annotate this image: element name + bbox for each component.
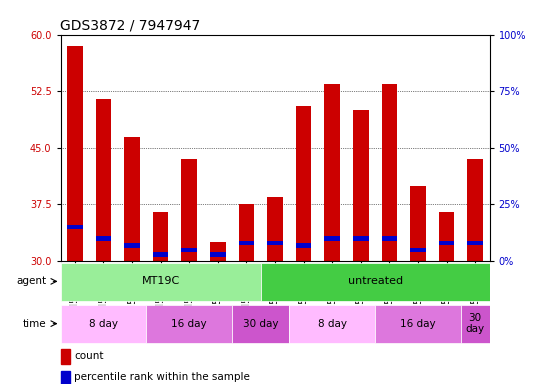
- Bar: [153, 212, 168, 261]
- Bar: [261, 263, 490, 301]
- Bar: [60, 306, 146, 343]
- Bar: [60, 349, 70, 364]
- Bar: [267, 197, 283, 261]
- Bar: [210, 242, 225, 261]
- Bar: [296, 106, 311, 261]
- Bar: [296, 243, 311, 248]
- Bar: [182, 159, 197, 261]
- Text: 16 day: 16 day: [400, 319, 436, 329]
- Bar: [410, 185, 426, 261]
- Bar: [60, 371, 70, 384]
- Text: untreated: untreated: [348, 276, 403, 286]
- Bar: [461, 306, 490, 343]
- Text: time: time: [23, 319, 46, 329]
- Bar: [67, 225, 82, 229]
- Text: MT19C: MT19C: [141, 276, 180, 286]
- Bar: [353, 236, 369, 241]
- Text: 30
day: 30 day: [466, 313, 485, 334]
- Text: 8 day: 8 day: [318, 319, 346, 329]
- Bar: [382, 84, 397, 261]
- Text: GDS3872 / 7947947: GDS3872 / 7947947: [60, 18, 201, 32]
- Bar: [60, 263, 261, 301]
- Text: 16 day: 16 day: [172, 319, 207, 329]
- Bar: [124, 137, 140, 261]
- Text: 30 day: 30 day: [243, 319, 278, 329]
- Text: 8 day: 8 day: [89, 319, 118, 329]
- Bar: [67, 46, 82, 261]
- Bar: [182, 248, 197, 252]
- Bar: [210, 252, 225, 257]
- Bar: [267, 241, 283, 245]
- Bar: [439, 241, 454, 245]
- Bar: [324, 84, 340, 261]
- Text: count: count: [74, 351, 104, 361]
- Bar: [124, 243, 140, 248]
- Bar: [468, 241, 483, 245]
- Bar: [239, 241, 254, 245]
- Bar: [439, 212, 454, 261]
- Bar: [353, 110, 369, 261]
- Text: percentile rank within the sample: percentile rank within the sample: [74, 372, 250, 382]
- Bar: [375, 306, 461, 343]
- Bar: [382, 236, 397, 241]
- Bar: [468, 159, 483, 261]
- Bar: [96, 236, 111, 241]
- Bar: [146, 306, 232, 343]
- Bar: [410, 248, 426, 252]
- Bar: [324, 236, 340, 241]
- Bar: [289, 306, 375, 343]
- Bar: [239, 205, 254, 261]
- Text: agent: agent: [16, 276, 46, 286]
- Bar: [232, 306, 289, 343]
- Bar: [153, 252, 168, 257]
- Bar: [96, 99, 111, 261]
